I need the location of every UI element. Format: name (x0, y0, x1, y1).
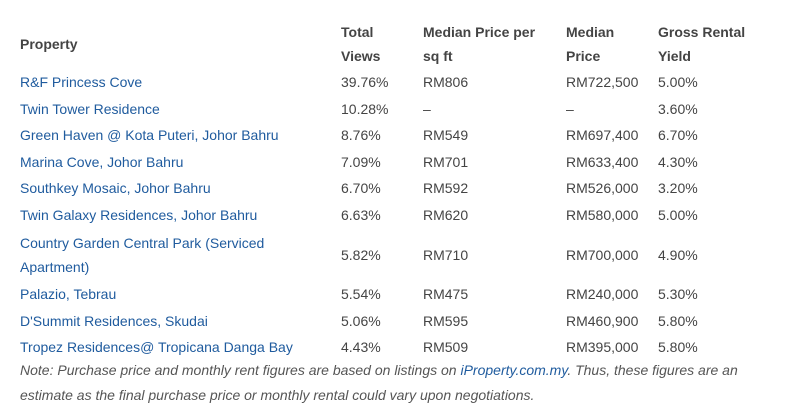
cell-total-views: 10.28% (341, 100, 389, 117)
cell-median-price: RM460,900 (566, 312, 639, 329)
header-median-price-psf: Median Price per sq ft (423, 23, 536, 64)
cell-total-views: 7.09% (341, 153, 381, 170)
cell-gross-rental-yield: 5.00% (658, 74, 698, 91)
cell-property: Marina Cove, Johor Bahru (12, 149, 333, 176)
cell-median-price: RM697,400 (566, 127, 639, 144)
cell-median-price: – (566, 100, 574, 117)
cell-property: D'Summit Residences, Skudai (12, 308, 333, 335)
cell-total-views: 39.76% (341, 74, 389, 91)
cell-property: Twin Tower Residence (12, 96, 333, 123)
cell-total-views: 6.70% (341, 180, 381, 197)
cell-total-views: 5.54% (341, 286, 381, 303)
cell-gross-rental-yield: 5.80% (658, 312, 698, 329)
cell-total-views: 8.76% (341, 127, 381, 144)
cell-median-price-psf: RM701 (423, 153, 469, 170)
cell-median-price-psf: RM806 (423, 74, 469, 91)
header-property: Property (20, 35, 78, 52)
cell-median-price: RM240,000 (566, 286, 639, 303)
cell-median-price-psf: RM549 (423, 127, 469, 144)
cell-median-price: RM580,000 (566, 206, 639, 223)
note-after: . Thus, these figures are an estimate as… (20, 362, 738, 403)
cell-median-price: RM633,400 (566, 153, 639, 170)
table-row: Country Garden Central Park (Serviced Ap… (12, 228, 776, 281)
cell-median-price: RM526,000 (566, 180, 639, 197)
cell-median-price-psf: RM592 (423, 180, 469, 197)
property-link[interactable]: Twin Tower Residence (20, 100, 160, 117)
cell-property: R&F Princess Cove (12, 69, 333, 96)
cell-gross-rental-yield: 6.70% (658, 127, 698, 144)
cell-property: Palazio, Tebrau (12, 281, 333, 308)
cell-gross-rental-yield: 3.20% (658, 180, 698, 197)
cell-property: Country Garden Central Park (Serviced Ap… (12, 228, 333, 281)
property-link[interactable]: Marina Cove, Johor Bahru (20, 153, 184, 170)
note-text: Note: Purchase price and monthly rent fi… (20, 358, 780, 408)
property-table: Property Total Views Median Price per sq… (12, 18, 776, 361)
cell-median-price-psf: RM620 (423, 206, 469, 223)
cell-median-price: RM722,500 (566, 74, 639, 91)
table-row: Tropez Residences@ Tropicana Danga Bay 4.… (12, 334, 776, 361)
cell-median-price: RM395,000 (566, 339, 639, 356)
cell-gross-rental-yield: 5.00% (658, 206, 698, 223)
cell-gross-rental-yield: 5.80% (658, 339, 698, 356)
cell-total-views: 6.63% (341, 206, 381, 223)
table-row: Twin Galaxy Residences, Johor Bahru 6.63%… (12, 202, 776, 229)
property-link[interactable]: Country Garden Central Park (Serviced Ap… (20, 234, 265, 275)
table-row: Twin Tower Residence 10.28% – – 3.60% (12, 96, 776, 123)
cell-median-price: RM700,000 (566, 246, 639, 263)
property-link[interactable]: D'Summit Residences, Skudai (20, 312, 208, 329)
cell-gross-rental-yield: 4.30% (658, 153, 698, 170)
header-row: Property Total Views Median Price per sq… (12, 18, 776, 69)
cell-median-price-psf: – (423, 100, 431, 117)
cell-total-views: 5.06% (341, 312, 381, 329)
table-row: Southkey Mosaic, Johor Bahru 6.70% RM592 RM… (12, 175, 776, 202)
property-link[interactable]: Southkey Mosaic, Johor Bahru (20, 180, 211, 197)
header-total-views: Total Views (341, 23, 381, 64)
iproperty-link[interactable]: iProperty.com.my (460, 362, 568, 378)
header-median-price: Median Price (566, 23, 615, 64)
cell-total-views: 5.82% (341, 246, 381, 263)
cell-median-price-psf: RM710 (423, 246, 469, 263)
property-link[interactable]: Palazio, Tebrau (20, 286, 117, 303)
cell-gross-rental-yield: 4.90% (658, 246, 698, 263)
table-row: Palazio, Tebrau 5.54% RM475 RM240,000 5.30% (12, 281, 776, 308)
cell-total-views: 4.43% (341, 339, 381, 356)
property-link[interactable]: Twin Galaxy Residences, Johor Bahru (20, 206, 258, 223)
table-row: Marina Cove, Johor Bahru 7.09% RM701 RM633,… (12, 149, 776, 176)
property-link[interactable]: Green Haven @ Kota Puteri, Johor Bahru (20, 127, 279, 144)
property-link[interactable]: Tropez Residences@ Tropicana Danga Bay (20, 339, 293, 356)
table-row: D'Summit Residences, Skudai 5.06% RM595 RM4… (12, 308, 776, 335)
cell-gross-rental-yield: 3.60% (658, 100, 698, 117)
cell-gross-rental-yield: 5.30% (658, 286, 698, 303)
cell-property: Tropez Residences@ Tropicana Danga Bay (12, 334, 333, 361)
cell-property: Green Haven @ Kota Puteri, Johor Bahru (12, 122, 333, 149)
note-before: Note: Purchase price and monthly rent fi… (20, 362, 461, 378)
cell-property: Twin Galaxy Residences, Johor Bahru (12, 202, 333, 229)
cell-median-price-psf: RM475 (423, 286, 469, 303)
cell-median-price-psf: RM509 (423, 339, 469, 356)
table-row: R&F Princess Cove 39.76% RM806 RM722,500 5.0… (12, 69, 776, 96)
property-link[interactable]: R&F Princess Cove (20, 74, 143, 91)
table-row: Green Haven @ Kota Puteri, Johor Bahru 8.… (12, 122, 776, 149)
cell-property: Southkey Mosaic, Johor Bahru (12, 175, 333, 202)
header-gross-rental-yield: Gross Rental Yield (658, 23, 746, 64)
cell-median-price-psf: RM595 (423, 312, 469, 329)
